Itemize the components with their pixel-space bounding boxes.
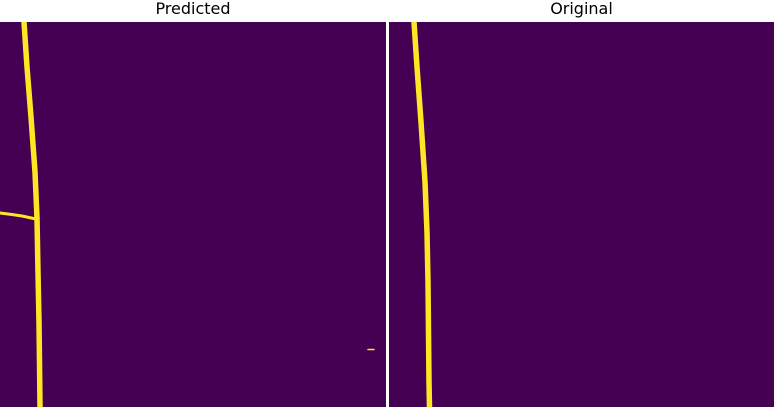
predicted-branch: [0, 211, 38, 221]
predicted-mask-image: [0, 22, 386, 407]
original-title: Original: [550, 0, 613, 18]
predicted-background: [0, 22, 386, 407]
original-background: [389, 22, 774, 407]
original-main-vessel: [411, 22, 433, 407]
original-mask-image: [389, 22, 774, 407]
predicted-panel: Predicted: [0, 0, 386, 407]
predicted-title: Predicted: [155, 0, 231, 18]
original-panel: Original: [389, 0, 774, 407]
